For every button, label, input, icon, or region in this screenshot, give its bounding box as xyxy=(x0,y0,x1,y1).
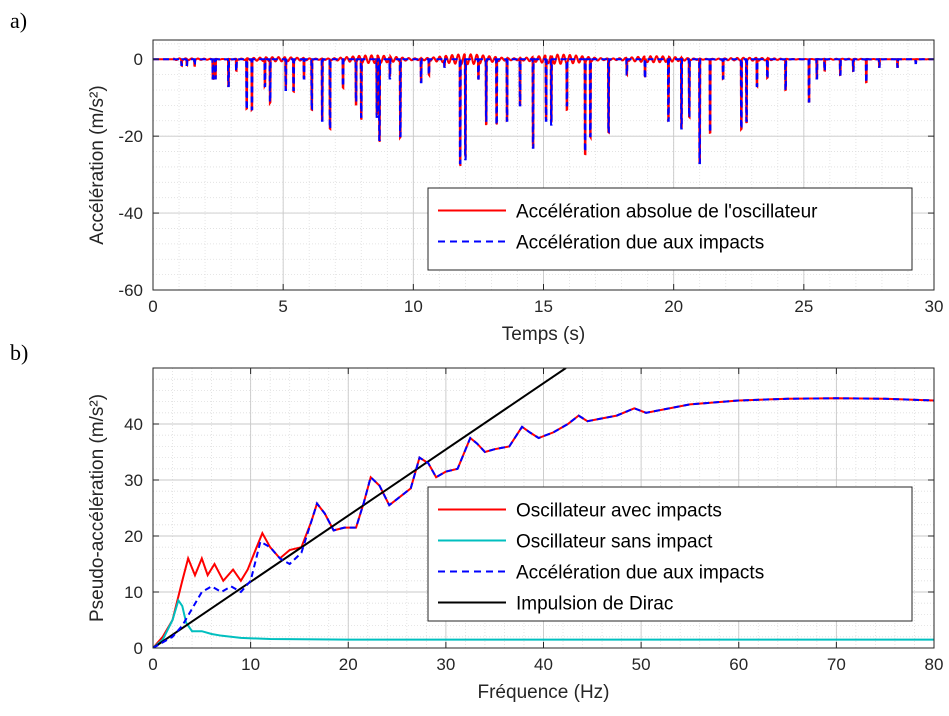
panel-b-label: b) xyxy=(10,340,29,365)
series-line-1 xyxy=(153,598,934,648)
series-line-impacts xyxy=(153,58,934,165)
x-tick-label: 15 xyxy=(534,297,553,316)
series-group xyxy=(153,53,934,167)
legend-label: Accélération due aux impacts xyxy=(516,563,764,584)
y-axis-label: Accélération (m/s²) xyxy=(87,85,108,244)
x-tick-label: 30 xyxy=(925,297,944,316)
panel-a-label: a) xyxy=(10,8,28,33)
legend-label: Accélération due aux impacts xyxy=(516,233,764,254)
y-tick-label: -60 xyxy=(118,281,143,300)
chart-panel-b: 0 10 20 30 40 50 60 70 80 0 10 20 30 40 Fréquence (Hz)… xyxy=(87,367,944,703)
x-tick-label: 50 xyxy=(632,655,651,674)
y-tick-label: 20 xyxy=(124,527,143,546)
x-tick-label: 0 xyxy=(148,655,157,674)
x-tick-label: 60 xyxy=(729,655,748,674)
legend-label: Oscillateur sans impact xyxy=(516,532,713,553)
x-tick-label: 5 xyxy=(278,297,287,316)
x-tick-label: 10 xyxy=(404,297,423,316)
series-line-0 xyxy=(153,397,934,648)
legend-box xyxy=(427,486,913,622)
y-tick-label: -40 xyxy=(118,204,143,223)
x-tick-label: 25 xyxy=(794,297,813,316)
x-tick-label: 70 xyxy=(827,655,846,674)
x-tick-label: 0 xyxy=(148,297,157,316)
x-tick-label: 30 xyxy=(436,655,455,674)
y-tick-label: 10 xyxy=(124,583,143,602)
chart-panel-a: 0 5 10 15 20 25 30 -60 -40 -20 0 Temps (s) Accélérat… xyxy=(87,39,944,345)
x-axis-label: Fréquence (Hz) xyxy=(478,682,610,703)
legend-label: Impulsion de Dirac xyxy=(516,594,673,615)
x-axis-label: Temps (s) xyxy=(502,324,585,345)
y-tick-label: 0 xyxy=(134,50,143,69)
series-group xyxy=(153,368,934,648)
legend-label: Oscillateur avec impacts xyxy=(516,501,722,522)
x-tick-label: 10 xyxy=(241,655,260,674)
legend: Oscillateur avec impacts Oscillateur sans… xyxy=(427,486,913,622)
legend: Accélération absolue de l'oscillateur Acc… xyxy=(427,187,913,271)
y-axis-label: Pseudo-accélération (m/s²) xyxy=(87,394,108,622)
legend-box xyxy=(427,187,913,271)
x-tick-label: 40 xyxy=(534,655,553,674)
y-tick-label: 30 xyxy=(124,471,143,490)
x-tick-label: 80 xyxy=(925,655,944,674)
series-line-2 xyxy=(153,397,934,648)
series-line-3 xyxy=(153,368,567,648)
y-tick-label: -20 xyxy=(118,127,143,146)
x-tick-label: 20 xyxy=(664,297,683,316)
legend-label: Accélération absolue de l'oscillateur xyxy=(516,202,818,223)
y-tick-label: 0 xyxy=(134,639,143,658)
y-tick-label: 40 xyxy=(124,415,143,434)
x-tick-label: 20 xyxy=(339,655,358,674)
